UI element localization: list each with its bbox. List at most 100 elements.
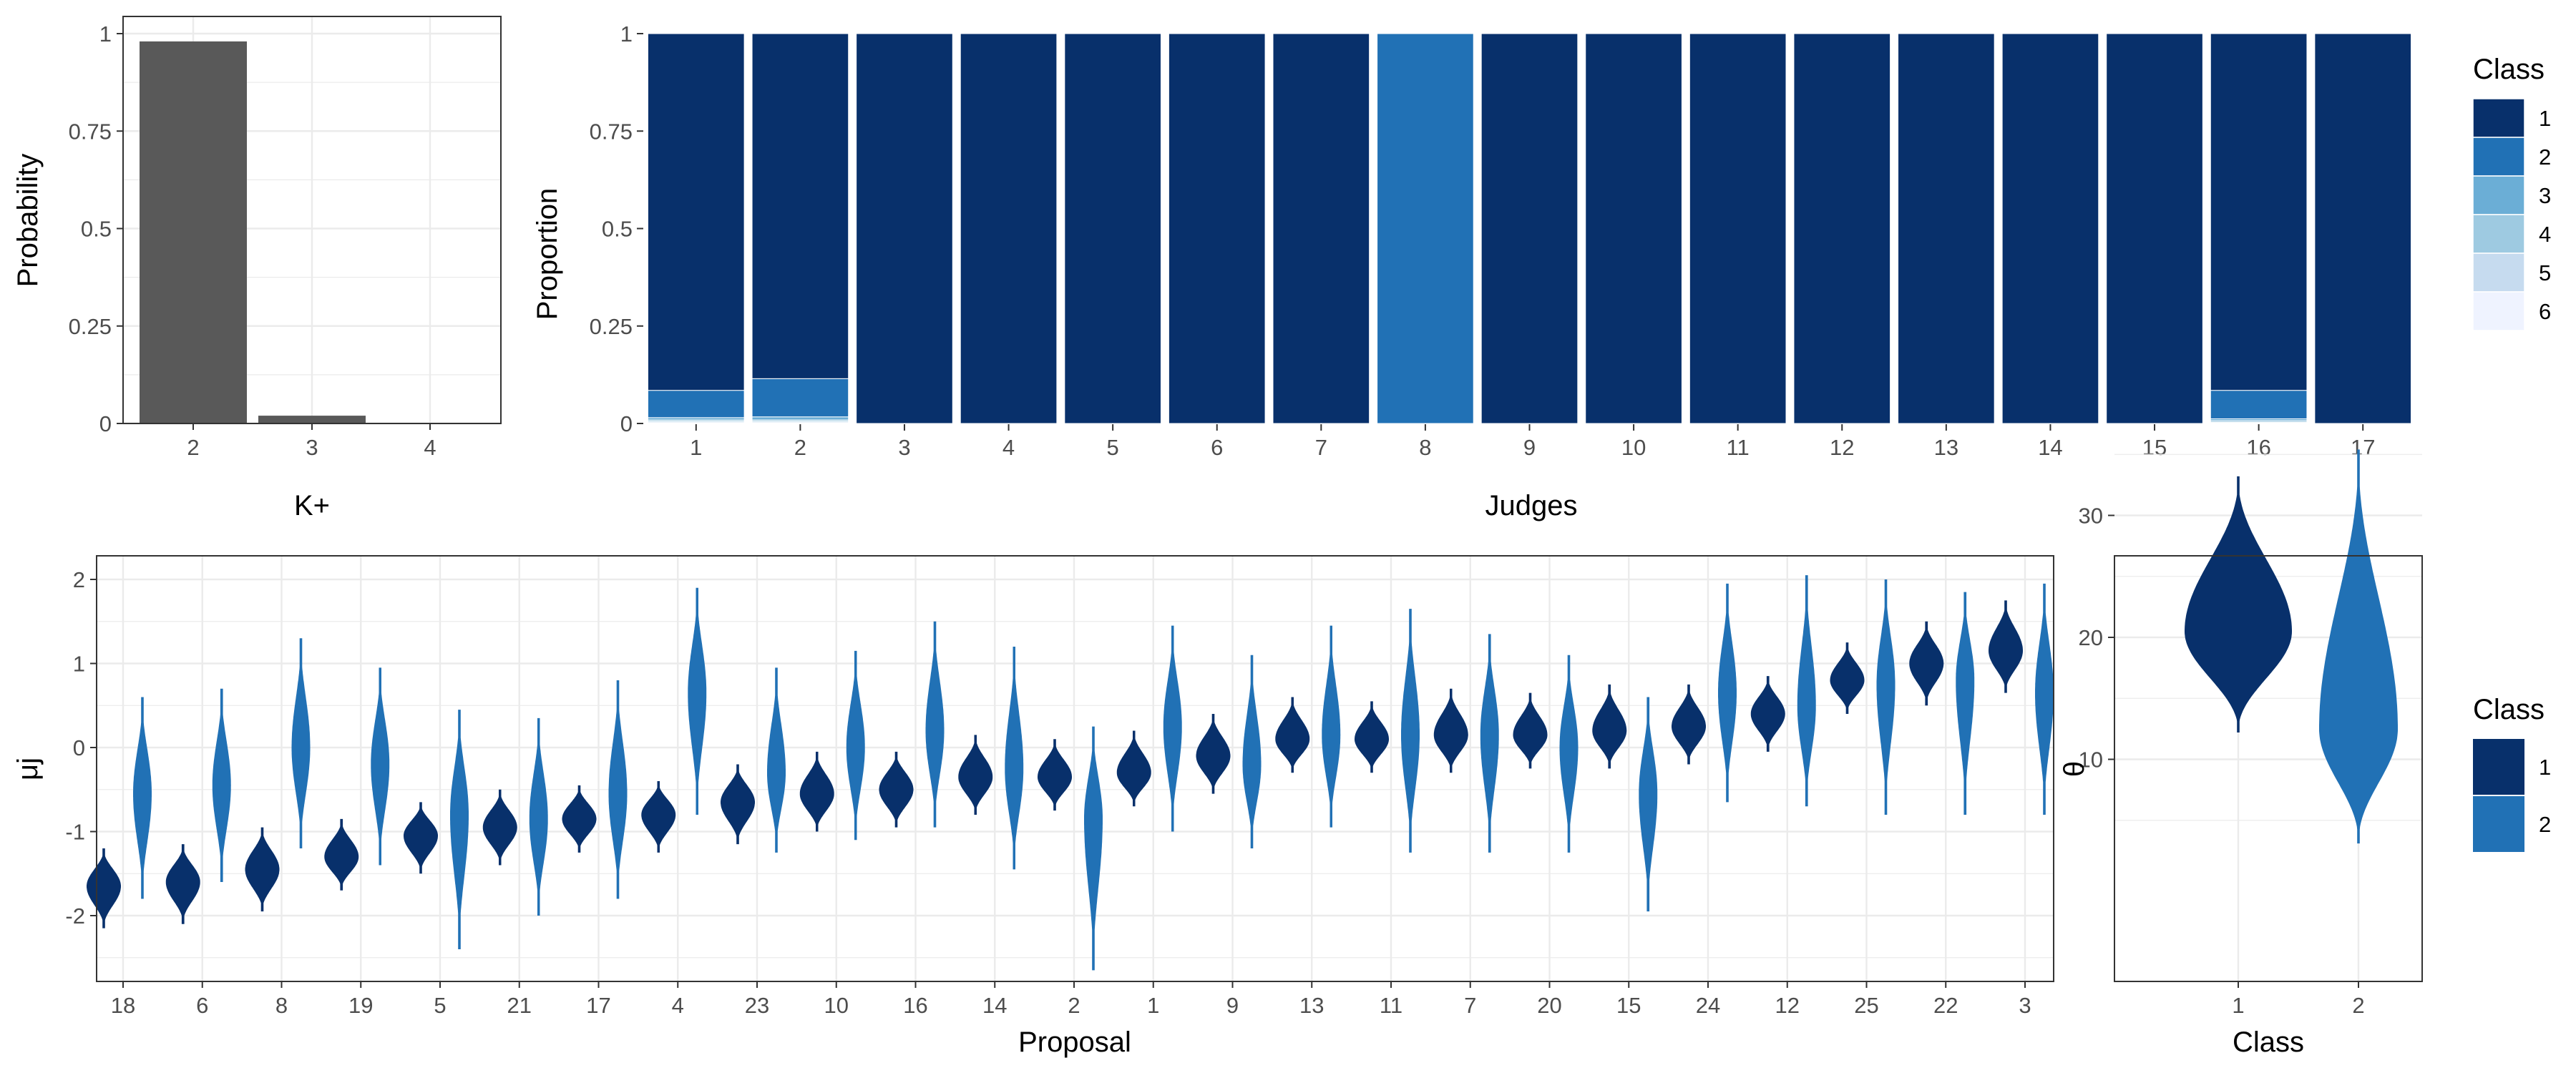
theta-legend: Class 1 2 [2473, 694, 2551, 852]
judges-bar-segment-class-1 [960, 33, 1058, 424]
mu-plot-border [96, 555, 2054, 982]
mu-violin-class-2 [608, 680, 628, 899]
theta-legend-swatch-2 [2473, 796, 2524, 852]
judges-x-tick-label: 6 [1211, 435, 1223, 460]
mu-violin-class-1 [641, 781, 676, 853]
judges-bar-segment-class-1 [1168, 33, 1266, 424]
judges-y-axis-title: Proportion [532, 188, 563, 320]
judges-x-tick-label: 2 [794, 435, 806, 460]
theta-legend-label: 1 [2539, 755, 2551, 780]
judges-legend-swatch-3 [2472, 175, 2525, 215]
judges-panel: 00.250.50.751 1 2 3 4 5 6 7 8 9 10 11 12 13 14 15 16 17 … [532, 21, 2412, 521]
kplus-y-tick-label: 0.25 [69, 314, 112, 339]
mu-violin-class-1 [1433, 688, 1468, 773]
judges-x-tick-label: 11 [1727, 435, 1750, 460]
judges-x-tick-label: 10 [1621, 435, 1646, 460]
theta-x-tick-label: 2 [2352, 993, 2364, 1018]
mu-violin-class-1 [482, 789, 517, 866]
judges-x-tick-label: 17 [2351, 435, 2375, 460]
mu-violin-class-2 [133, 697, 152, 899]
judges-legend-label: 5 [2539, 260, 2551, 285]
judges-x-tick-label: 1 [690, 435, 702, 460]
mu-y-tick-label: 1 [73, 652, 85, 677]
mu-violin-class-2 [1956, 592, 1975, 815]
judges-legend-swatch-1 [2472, 98, 2525, 138]
judges-x-tick-label: 9 [1523, 435, 1536, 460]
kplus-x-tick-label: 4 [424, 435, 436, 460]
judges-bar-segment-class-2 [647, 390, 745, 418]
mu-violin-class-1 [721, 764, 755, 845]
mu-y-tick-label: 2 [73, 567, 85, 592]
mu-violin-class-2 [767, 667, 786, 853]
mu-y-tick-label: 0 [73, 735, 85, 760]
mu-x-tick-label: 21 [507, 993, 532, 1018]
mu-violin-class-1 [1038, 739, 1072, 811]
judges-x-tick-label: 16 [2246, 435, 2270, 460]
theta-panel: 10 20 30 1 2 Class θ [2059, 449, 2423, 1058]
mu-x-tick-label: 12 [1775, 993, 1800, 1018]
mu-violin-class-2 [212, 688, 231, 882]
judges-bar-segment-class-1 [856, 33, 953, 424]
kplus-x-tick-label: 2 [187, 435, 199, 460]
judges-x-tick-label: 13 [1934, 435, 1958, 460]
mu-violin-class-2 [1322, 625, 1341, 828]
mu-violin-class-1 [799, 751, 834, 832]
judges-bar-segment-class-1 [1793, 33, 1891, 424]
judges-bar-segment-class-1 [751, 33, 849, 379]
mu-x-tick-label: 3 [2019, 993, 2031, 1018]
mu-violin-class-1 [562, 785, 597, 853]
judges-bar-segment-class-1 [1480, 33, 1579, 424]
mu-violin-class-1 [1909, 621, 1944, 706]
kplus-y-tick-label: 0.75 [69, 119, 112, 144]
judges-x-tick-label: 15 [2142, 435, 2167, 460]
mu-x-tick-label: 13 [1299, 993, 1324, 1018]
kplus-y-axis-title: Probability [12, 154, 44, 288]
mu-x-tick-label: 19 [348, 993, 373, 1018]
mu-violin-class-2 [2035, 583, 2054, 815]
mu-x-tick-label: 1 [1147, 993, 1159, 1018]
mu-violin-class-2 [1163, 625, 1182, 832]
mu-violin-class-1 [1355, 701, 1389, 773]
judges-legend-swatch-4 [2472, 214, 2525, 254]
mu-violin-class-2 [1559, 655, 1579, 853]
mu-violin-class-1 [1196, 714, 1231, 794]
mu-violin-class-1 [1275, 697, 1310, 773]
theta-legend-title: Class [2473, 694, 2545, 725]
mu-violin-class-2 [1242, 655, 1262, 848]
mu-violin-class-1 [879, 751, 914, 828]
mu-violin-class-2 [1480, 634, 1499, 853]
judges-bar-segment-class-1 [1898, 33, 1995, 424]
mu-violin-class-1 [324, 818, 359, 891]
mu-x-tick-label: 22 [1933, 993, 1958, 1018]
judges-y-tick-label: 0 [620, 411, 633, 436]
mu-x-tick-label: 5 [434, 993, 446, 1018]
theta-x-tick-label: 1 [2232, 993, 2244, 1018]
mu-x-axis-title: Proposal [1018, 1027, 1131, 1058]
theta-plot-border [2114, 555, 2423, 982]
mu-violin-class-1 [1672, 684, 1706, 765]
mu-y-tick-label: -1 [65, 820, 85, 845]
judges-bar-segment-class-2 [751, 378, 849, 418]
judges-legend-label: 2 [2539, 144, 2551, 170]
mu-violin-class-2 [1876, 579, 1896, 815]
theta-y-tick-label: 20 [2079, 625, 2103, 650]
judges-x-tick-label: 3 [898, 435, 910, 460]
mu-x-tick-label: 20 [1537, 993, 1561, 1018]
judges-bar-segment-class-1 [1272, 33, 1370, 424]
judges-x-tick-label: 14 [2038, 435, 2062, 460]
mu-x-tick-label: 18 [111, 993, 135, 1018]
mu-violin-class-1 [404, 802, 438, 874]
mu-violin-class-2 [688, 587, 707, 815]
judges-x-tick-label: 4 [1002, 435, 1015, 460]
mu-violin-class-1 [1830, 642, 1865, 714]
mu-x-tick-label: 17 [586, 993, 610, 1018]
mu-violin-class-2 [846, 650, 865, 841]
judges-bar-segment-class-2 [2210, 390, 2308, 419]
mu-violin-class-2 [1718, 583, 1737, 803]
mu-x-tick-label: 15 [1616, 993, 1641, 1018]
mu-x-tick-label: 6 [196, 993, 208, 1018]
kplus-y-tick-label: 0.5 [81, 217, 112, 242]
theta-y-tick-label: 10 [2079, 748, 2103, 773]
judges-legend-title: Class [2473, 54, 2545, 85]
